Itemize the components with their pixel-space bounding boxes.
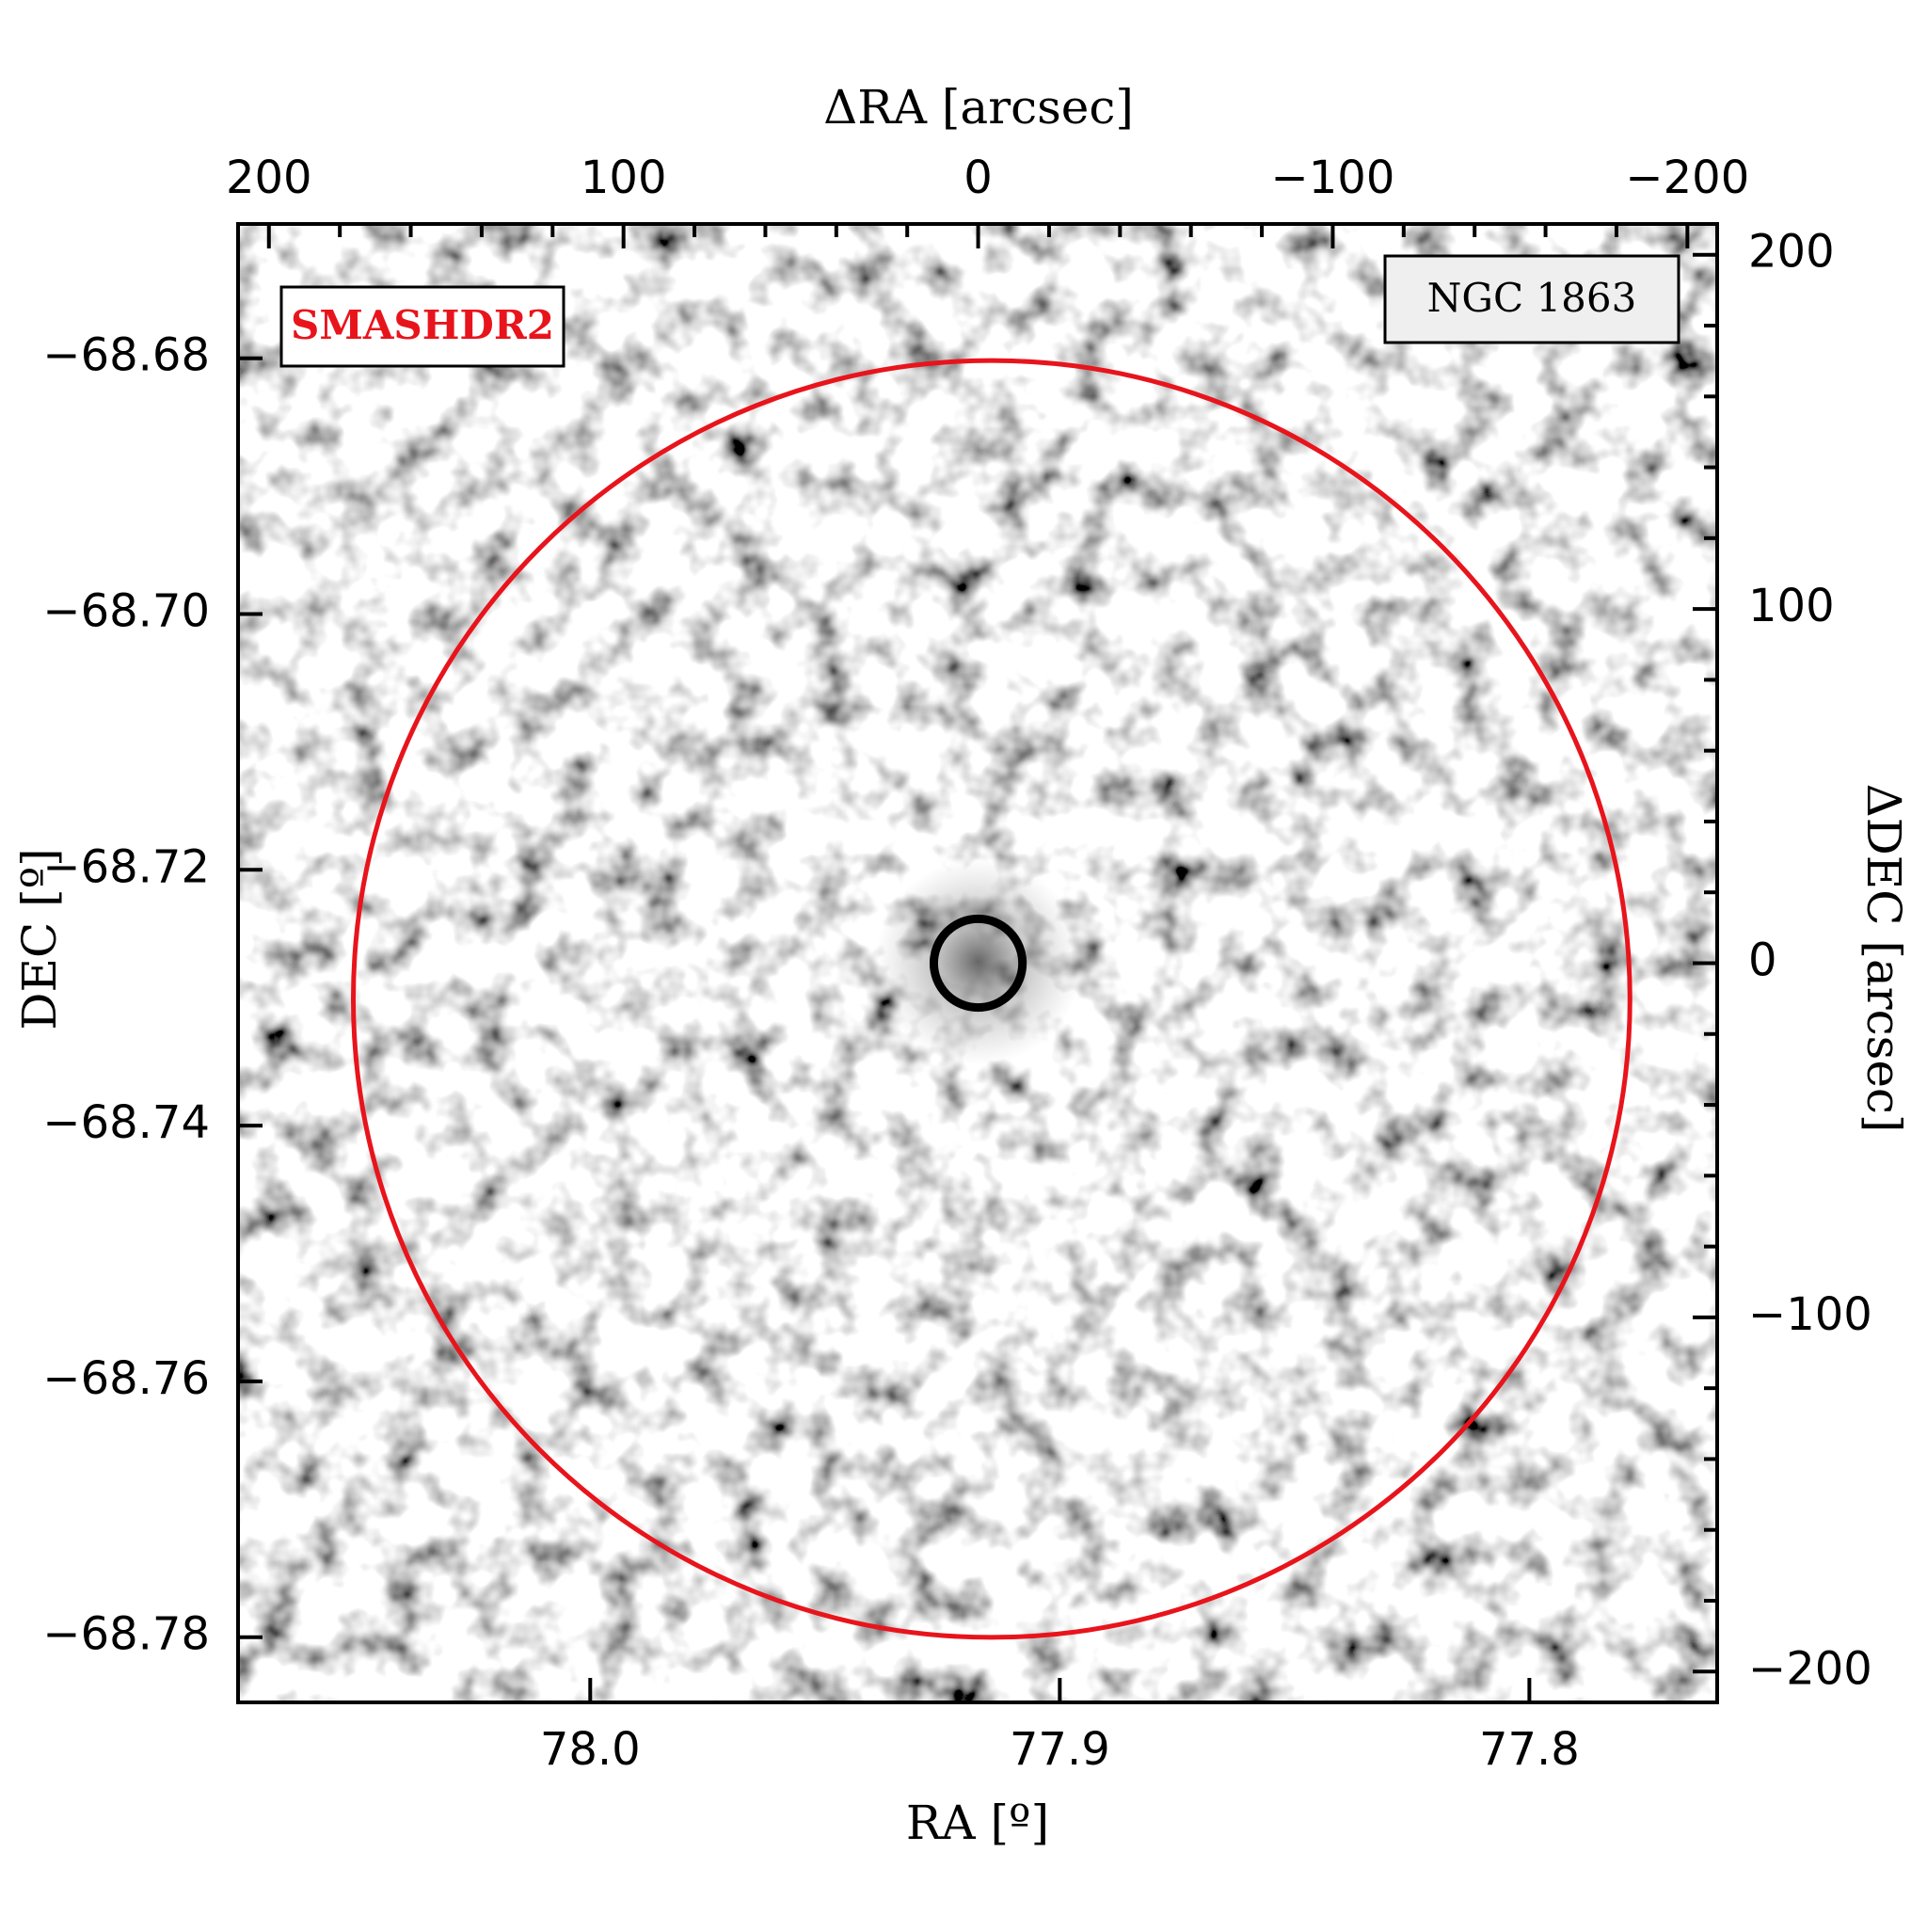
x2-tick-label: 0 bbox=[964, 152, 993, 204]
annotation-text: NGC 1863 bbox=[1427, 275, 1637, 321]
y-tick-label: −68.74 bbox=[42, 1096, 210, 1149]
y-tick-label: −68.68 bbox=[42, 329, 210, 382]
x2-tick-label: 100 bbox=[581, 152, 667, 204]
annotation-box: SMASHDR2 bbox=[279, 285, 565, 368]
annotation-frame bbox=[279, 285, 565, 368]
x-tick-label: 77.9 bbox=[1010, 1723, 1110, 1776]
x-axis-title: RA [º] bbox=[906, 1796, 1049, 1850]
annotation-frame bbox=[1383, 254, 1680, 344]
y2-tick-label: −200 bbox=[1748, 1642, 1872, 1695]
y-tick-label: −68.78 bbox=[42, 1608, 210, 1661]
annotation-text: SMASHDR2 bbox=[291, 302, 554, 348]
x-tick-label: 77.8 bbox=[1479, 1723, 1580, 1776]
y-tick-label: −68.70 bbox=[42, 584, 210, 637]
y-tick-label: −68.76 bbox=[42, 1352, 210, 1405]
y2-tick-label: −100 bbox=[1748, 1288, 1872, 1341]
y-axis-title: DEC [º] bbox=[12, 848, 67, 1030]
x2-tick-label: −100 bbox=[1271, 152, 1395, 204]
y2-tick-label: 0 bbox=[1748, 934, 1777, 987]
annotation-box: NGC 1863 bbox=[1383, 254, 1680, 344]
y-tick-label: −68.72 bbox=[42, 840, 210, 893]
aperture-circle bbox=[929, 914, 1027, 1013]
y2-tick-label: 100 bbox=[1748, 580, 1835, 632]
sky-image bbox=[238, 224, 1717, 1702]
x2-tick-label: −200 bbox=[1625, 152, 1749, 204]
cluster-glow bbox=[875, 858, 1082, 1065]
x-tick-label: 78.0 bbox=[540, 1723, 641, 1776]
x2-tick-label: 200 bbox=[226, 152, 312, 204]
y2-tick-label: 200 bbox=[1748, 226, 1835, 279]
x2-axis-title: ΔRA [arcsec] bbox=[823, 80, 1134, 135]
y2-axis-title: ΔDEC [arcsec] bbox=[1856, 784, 1911, 1133]
aperture-circle bbox=[350, 358, 1632, 1640]
